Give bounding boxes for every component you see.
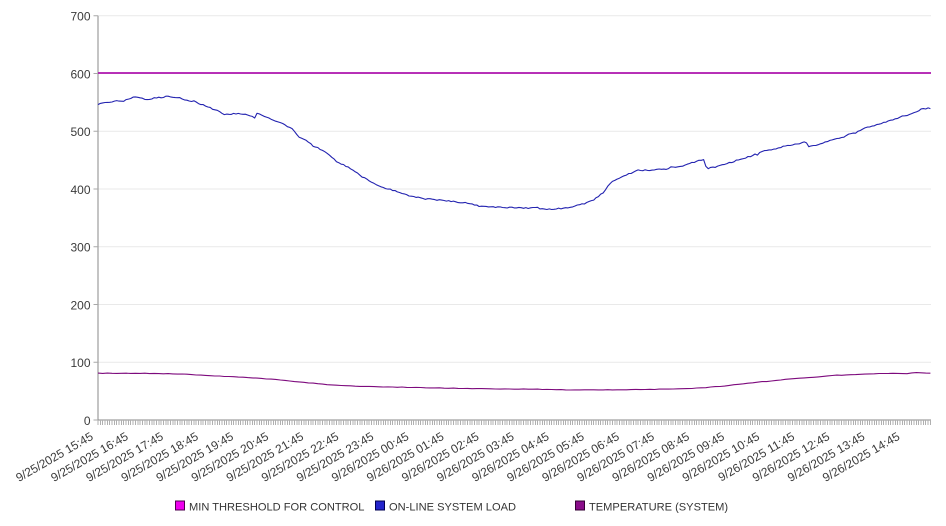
svg-text:400: 400 [70, 183, 90, 197]
svg-text:100: 100 [70, 356, 90, 370]
svg-text:500: 500 [70, 125, 90, 139]
svg-text:700: 700 [70, 10, 90, 24]
svg-text:MIN THRESHOLD FOR CONTROL: MIN THRESHOLD FOR CONTROL [189, 502, 364, 514]
svg-text:200: 200 [70, 298, 90, 312]
svg-text:600: 600 [70, 67, 90, 81]
svg-text:ON-LINE SYSTEM LOAD: ON-LINE SYSTEM LOAD [389, 502, 516, 514]
svg-text:TEMPERATURE (SYSTEM): TEMPERATURE (SYSTEM) [589, 502, 728, 514]
svg-text:300: 300 [70, 241, 90, 255]
svg-text:0: 0 [84, 414, 91, 428]
